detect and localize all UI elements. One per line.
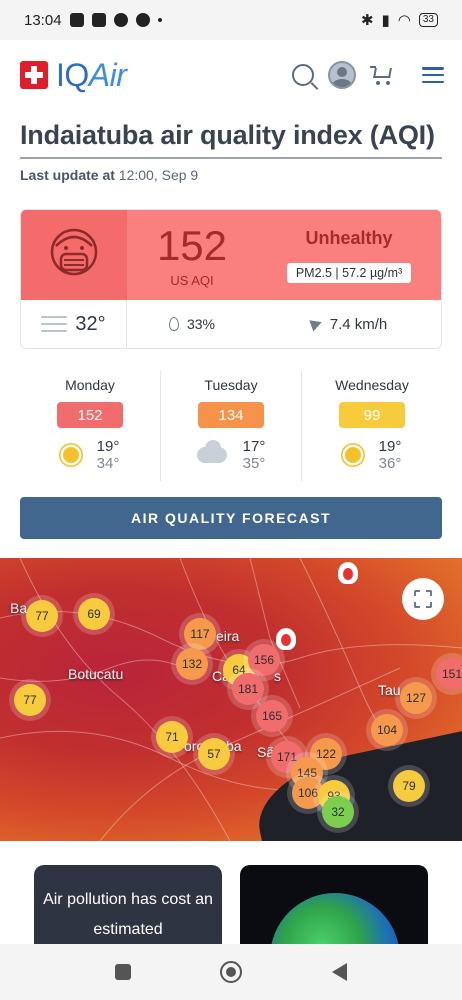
aqi-value: 152 bbox=[156, 221, 228, 269]
masked-face-icon bbox=[21, 210, 127, 300]
temperature-value: 32° bbox=[75, 312, 106, 335]
humidity-drop-icon bbox=[168, 317, 179, 331]
forecast-aqi-badge: 134 bbox=[198, 402, 264, 428]
sun-icon bbox=[344, 447, 361, 463]
map-place-label: Botucatu bbox=[68, 666, 124, 682]
wind-direction-icon bbox=[309, 316, 324, 332]
map-aqi-marker[interactable]: 117 bbox=[184, 618, 216, 650]
leaf-app-icon bbox=[135, 13, 150, 27]
forecast-temp-high: 19° bbox=[378, 438, 402, 455]
expand-map-icon[interactable] bbox=[402, 578, 444, 620]
map-place-label: s bbox=[274, 668, 281, 684]
status-time: 13:04 bbox=[24, 11, 62, 29]
map-place-label: Ba bbox=[10, 600, 28, 616]
main-pollutant-badge: PM2.5 | 57.2 µg/m³ bbox=[286, 262, 412, 283]
forecast-day: Tuesday 134 17° 35° bbox=[161, 371, 302, 481]
map-aqi-marker[interactable]: 165 bbox=[256, 700, 288, 732]
forecast-temp-low: 34° bbox=[96, 455, 120, 472]
forecast-temp-low: 35° bbox=[242, 455, 266, 472]
map-place-label: Sã bbox=[257, 744, 275, 760]
bluetooth-icon: ✱ bbox=[360, 12, 374, 29]
map-place-label: Tau bbox=[378, 682, 401, 698]
map-place-label: eira bbox=[216, 628, 240, 644]
last-update-label: Last update at bbox=[20, 167, 115, 183]
forecast-temp-low: 36° bbox=[378, 455, 402, 472]
map-aqi-marker[interactable]: 104 bbox=[371, 714, 403, 746]
aqi-map[interactable]: BaBotucatueiraCasTauéorocbaSã 7769117132… bbox=[0, 558, 462, 841]
last-update-value: 12:00, Sep 9 bbox=[118, 167, 199, 183]
forecast-aqi-badge: 99 bbox=[339, 402, 405, 428]
wind: 7.4 km/h bbox=[257, 300, 441, 348]
home-icon[interactable] bbox=[220, 961, 243, 983]
hamburger-menu-icon[interactable] bbox=[422, 67, 444, 83]
site-header: IQAir bbox=[0, 40, 462, 110]
air-quality-forecast-button[interactable]: AIR QUALITY FORECAST bbox=[20, 497, 442, 539]
battery-icon: 33 bbox=[418, 13, 438, 27]
humidity: 33% bbox=[127, 300, 257, 348]
user-avatar-icon[interactable] bbox=[328, 61, 356, 89]
map-aqi-marker[interactable]: 132 bbox=[176, 648, 208, 680]
android-nav-bar bbox=[0, 944, 462, 1000]
aqi-status: Unhealthy bbox=[305, 227, 393, 248]
fire-icon[interactable] bbox=[276, 628, 296, 650]
map-aqi-marker[interactable]: 77 bbox=[26, 600, 58, 632]
search-icon[interactable] bbox=[292, 64, 314, 86]
globe-map-card[interactable] bbox=[240, 865, 428, 945]
brand-name: IQAir bbox=[56, 56, 127, 93]
status-bar: 13:04 ✱ ▮ ◠ 33 bbox=[0, 0, 462, 40]
notification-icon bbox=[69, 13, 84, 27]
forecast-temp-high: 19° bbox=[96, 438, 120, 455]
forecast-day-name: Monday bbox=[65, 377, 115, 393]
aqi-unit: US AQI bbox=[170, 272, 214, 288]
map-aqi-marker[interactable]: 156 bbox=[248, 644, 280, 676]
map-aqi-marker[interactable]: 57 bbox=[198, 738, 230, 770]
wifi-icon: ◠ bbox=[397, 12, 411, 29]
fire-icon[interactable] bbox=[338, 562, 358, 584]
wind-value: 7.4 km/h bbox=[329, 315, 388, 333]
sigma-app-icon bbox=[91, 13, 106, 27]
forecast-day: Wednesday 99 19° 36° bbox=[302, 371, 442, 481]
last-update: Last update at 12:00, Sep 9 bbox=[20, 167, 442, 183]
pollution-cost-card[interactable]: Air pollution has cost an estimated bbox=[34, 865, 222, 945]
humidity-value: 33% bbox=[186, 316, 216, 332]
map-aqi-marker[interactable]: 106 bbox=[292, 777, 324, 809]
cart-icon[interactable] bbox=[370, 65, 394, 85]
back-icon[interactable] bbox=[332, 963, 348, 981]
forecast-day-name: Tuesday bbox=[204, 377, 258, 393]
map-aqi-marker[interactable]: 71 bbox=[156, 721, 188, 753]
map-aqi-marker[interactable]: 181 bbox=[232, 673, 264, 705]
promo-cards: Air pollution has cost an estimated bbox=[34, 865, 462, 945]
flame-app-icon bbox=[113, 13, 128, 27]
forecast-temp-high: 17° bbox=[242, 438, 266, 455]
temperature: 32° bbox=[21, 300, 127, 348]
signal-icon: ▮ bbox=[381, 12, 390, 29]
sun-icon bbox=[62, 447, 79, 463]
daily-forecast: Monday 152 19° 34° Tuesday 134 17° 35° W… bbox=[20, 371, 442, 481]
map-place-label: ba bbox=[226, 738, 242, 754]
swiss-flag-icon bbox=[20, 61, 48, 89]
more-notifications-icon bbox=[157, 18, 162, 22]
map-aqi-marker[interactable]: 151 bbox=[436, 658, 462, 690]
cloud-icon bbox=[196, 440, 227, 463]
forecast-day: Monday 152 19° 34° bbox=[20, 371, 161, 481]
map-aqi-marker[interactable]: 77 bbox=[14, 684, 46, 716]
map-aqi-marker[interactable]: 127 bbox=[400, 682, 432, 714]
aqi-card: 152 US AQI Unhealthy PM2.5 | 57.2 µg/m³ … bbox=[20, 209, 442, 349]
iqair-logo[interactable]: IQAir bbox=[20, 56, 127, 94]
forecast-day-name: Wednesday bbox=[335, 377, 409, 393]
forecast-aqi-badge: 152 bbox=[57, 402, 123, 428]
recent-apps-icon[interactable] bbox=[114, 964, 131, 980]
map-aqi-marker[interactable]: 79 bbox=[393, 770, 425, 802]
page-title: Indaiatuba air quality index (AQI) bbox=[20, 120, 442, 159]
map-aqi-marker[interactable]: 69 bbox=[78, 598, 110, 630]
map-aqi-marker[interactable]: 32 bbox=[322, 796, 354, 828]
haze-icon bbox=[41, 316, 68, 332]
